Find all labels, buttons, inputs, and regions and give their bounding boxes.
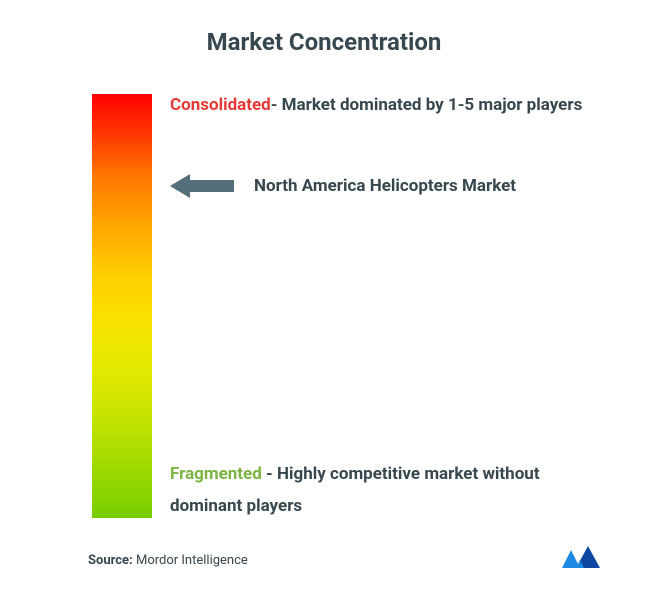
chart-title: Market Concentration [40,28,608,56]
concentration-gradient-bar [92,94,152,518]
consolidated-description: - Market dominated by 1-5 major players [271,95,583,115]
arrow-left-icon [170,172,234,200]
consolidated-label: Consolidated- Market dominated by 1-5 ma… [170,90,598,121]
main-area: Consolidated- Market dominated by 1-5 ma… [40,94,608,518]
source-label: Source: [88,553,133,568]
labels-column: Consolidated- Market dominated by 1-5 ma… [152,94,608,518]
mordor-logo-icon [560,544,604,574]
market-name-label: North America Helicopters Market [254,176,516,196]
source-attribution: Source: Mordor Intelligence [88,553,248,568]
consolidated-keyword: Consolidated [170,95,271,115]
market-pointer-row: North America Helicopters Market [170,172,608,200]
fragmented-keyword: Fragmented [170,464,262,484]
source-value: Mordor Intelligence [136,553,248,568]
fragmented-label: Fragmented - Highly competitive market w… [170,459,598,522]
